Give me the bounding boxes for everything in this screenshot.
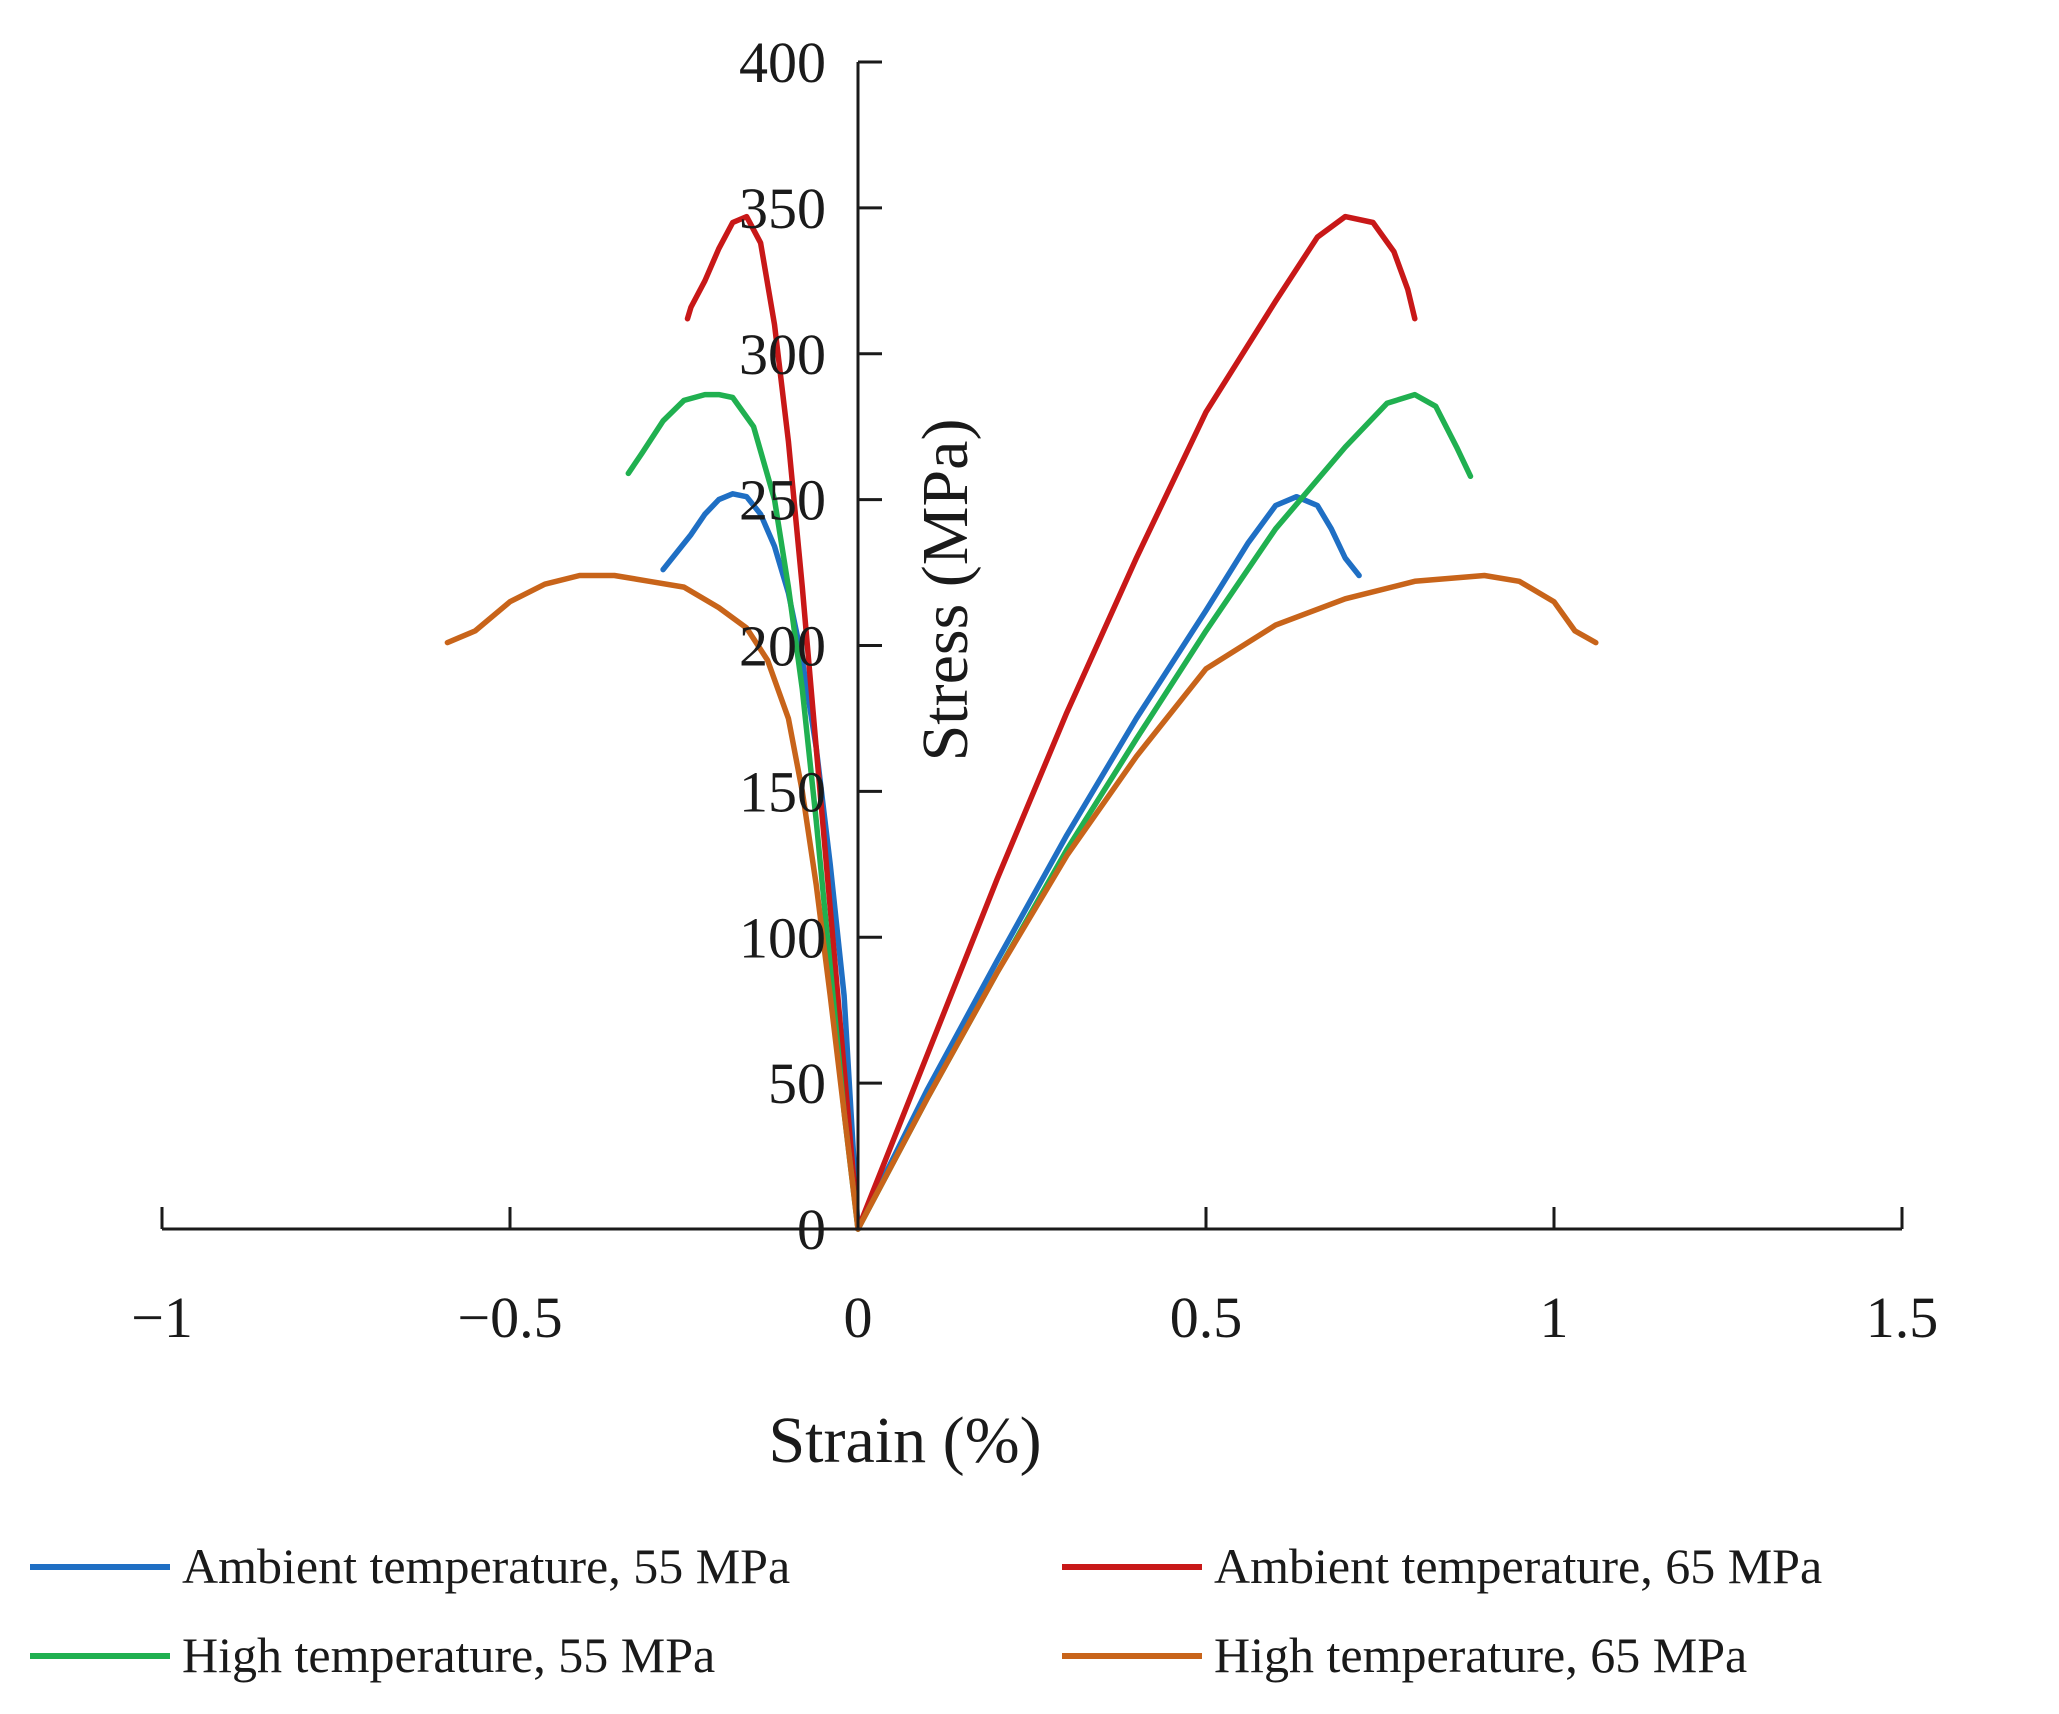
y-tick-label: 200 [739,614,826,679]
series-line-2-negative [684,213,861,1232]
series-line-4-positive [855,572,1599,1232]
y-tick-label: 50 [768,1051,826,1116]
axes [162,62,1902,1231]
series-line-1-negative [660,491,861,1232]
series-line-4-negative [444,572,861,1232]
y-axis-title: Stress (MPa) [909,419,982,762]
x-tick-label: 0.5 [1170,1285,1243,1350]
x-tick-label: −0.5 [457,1285,562,1350]
y-tick-label: 250 [739,468,826,533]
y-tick-label: 100 [739,905,826,970]
y-tick-label: 300 [739,322,826,387]
legend-label: High temperature, 55 MPa [182,1627,715,1683]
legend-label: Ambient temperature, 65 MPa [1214,1538,1822,1594]
x-tick-label: 1 [1540,1285,1569,1350]
legend-label: Ambient temperature, 55 MPa [182,1538,790,1594]
x-tick-label: 0 [844,1285,873,1350]
ticks: −1 −0.5 0 0.5 1 1.5 0 50 100 150 200 250 300 350 400 [131,30,1938,1350]
series-line-2-positive [855,213,1418,1232]
legend-label: High temperature, 65 MPa [1214,1627,1747,1683]
y-tick-label: 400 [739,30,826,95]
y-tick-label: 0 [797,1197,826,1262]
series-line-3-negative [625,391,861,1232]
x-axis-title: Strain (%) [768,1404,1041,1477]
series-layer [444,213,1599,1232]
y-tick-label: 150 [739,759,826,824]
y-tick-label: 350 [739,176,826,241]
series-line-1-positive [855,493,1362,1232]
legend: Ambient temperature, 55 MPa Ambient tempe… [30,1538,1822,1683]
x-tick-label: 1.5 [1866,1285,1939,1350]
x-tick-label: −1 [131,1285,193,1350]
